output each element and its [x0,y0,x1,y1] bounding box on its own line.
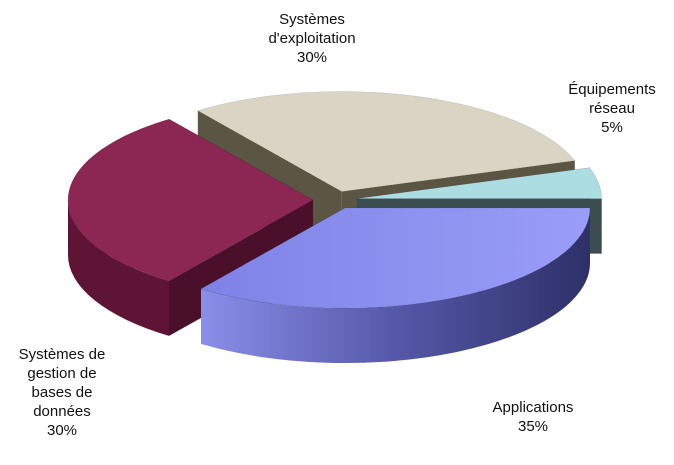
value-label: 30% [296,49,328,66]
slice-label: Systèmes de gestion de bases de données … [7,345,117,440]
slice [67,118,314,282]
category-label: Systèmes de gestion de bases de données [18,346,106,420]
value-label: 30% [46,422,78,439]
slice-side [68,200,169,336]
slice-label: Applications 35% [473,398,593,436]
category-label: Systèmes d'exploitation [268,11,356,47]
value-label: 35% [517,418,549,435]
slice [356,167,602,199]
slice-label: Équipements réseau 5% [562,80,662,137]
value-label: 5% [601,119,623,136]
slice [197,91,576,192]
slice-side [201,208,590,363]
category-label: Applications [492,399,574,416]
slice-label: Systèmes d'exploitation 30% [242,10,382,67]
category-label: Équipements réseau [568,81,656,117]
slice [200,207,591,309]
